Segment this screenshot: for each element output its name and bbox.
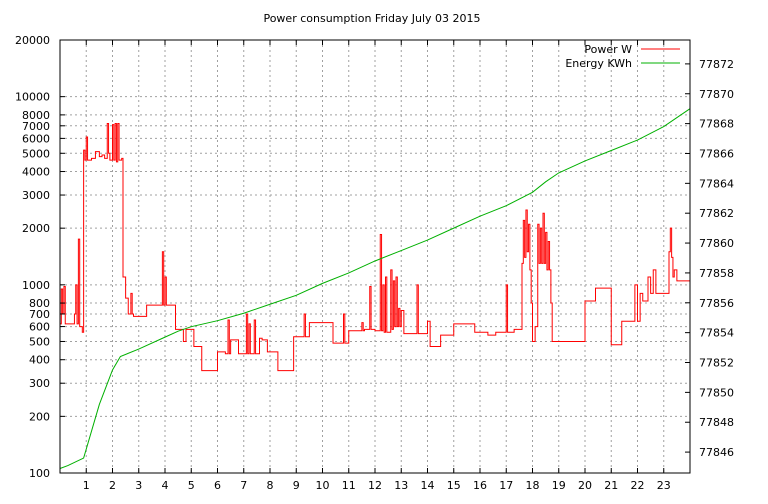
y-right-tick-label: 77860 <box>699 237 734 250</box>
x-tick-label: 13 <box>394 479 408 492</box>
x-tick-label: 17 <box>499 479 513 492</box>
y-left-tick-label: 3000 <box>22 189 50 202</box>
y-right-tick-label: 77862 <box>699 207 734 220</box>
x-tick-label: 7 <box>240 479 247 492</box>
x-tick-label: 16 <box>473 479 487 492</box>
y-left-tick-label: 300 <box>29 377 50 390</box>
x-tick-label: 18 <box>526 479 540 492</box>
x-tick-label: 19 <box>552 479 566 492</box>
legend-label-energy: Energy KWh <box>565 57 632 70</box>
y-right-tick-label: 77858 <box>699 267 734 280</box>
y-left-tick-label: 600 <box>29 321 50 334</box>
y-left-tick-label: 10000 <box>15 91 50 104</box>
y-right-tick-label: 77866 <box>699 147 734 160</box>
series-line-power-w <box>60 122 690 372</box>
y-left-tick-label: 7000 <box>22 120 50 133</box>
x-tick-label: 6 <box>214 479 221 492</box>
x-tick-label: 12 <box>368 479 382 492</box>
y-left-tick-label: 500 <box>29 335 50 348</box>
x-tick-label: 8 <box>267 479 274 492</box>
y-right-tick-label: 77852 <box>699 357 734 370</box>
y-left-tick-label: 700 <box>29 308 50 321</box>
x-tick-label: 3 <box>135 479 142 492</box>
series-lines <box>59 108 691 469</box>
axes: 1 2 3 4 5 6 7 8 9 10 11 12 13 14 15 16 17 18 19 20 21 22 23100… <box>15 34 734 492</box>
chart-title: Power consumption Friday July 03 2015 <box>263 12 480 25</box>
y-right-tick-label: 77846 <box>699 446 734 459</box>
x-tick-label: 2 <box>109 479 116 492</box>
x-tick-label: 22 <box>631 479 645 492</box>
y-right-tick-label: 77856 <box>699 297 734 310</box>
y-left-tick-label: 100 <box>29 467 50 480</box>
x-tick-label: 23 <box>657 479 671 492</box>
y-right-tick-label: 77864 <box>699 177 734 190</box>
x-tick-label: 10 <box>316 479 330 492</box>
x-tick-label: 11 <box>342 479 356 492</box>
y-left-tick-label: 8000 <box>22 109 50 122</box>
y-right-tick-label: 77854 <box>699 327 734 340</box>
y-right-tick-label: 77850 <box>699 386 734 399</box>
legend: Power W Energy KWh <box>565 43 680 70</box>
y-left-tick-label: 5000 <box>22 147 50 160</box>
y-left-tick-label: 200 <box>29 410 50 423</box>
y-left-tick-label: 2000 <box>22 222 50 235</box>
y-right-tick-label: 77872 <box>699 58 734 71</box>
x-tick-label: 21 <box>604 479 618 492</box>
y-right-tick-label: 77868 <box>699 118 734 131</box>
x-tick-label: 4 <box>162 479 169 492</box>
x-tick-label: 9 <box>293 479 300 492</box>
legend-label-power: Power W <box>584 43 632 56</box>
x-tick-label: 20 <box>578 479 592 492</box>
x-tick-label: 15 <box>447 479 461 492</box>
y-left-tick-label: 1000 <box>22 279 50 292</box>
x-tick-label: 5 <box>188 479 195 492</box>
y-right-tick-label: 77848 <box>699 416 734 429</box>
x-tick-label: 14 <box>421 479 435 492</box>
y-left-tick-label: 6000 <box>22 132 50 145</box>
x-tick-label: 1 <box>83 479 90 492</box>
y-left-tick-label: 400 <box>29 354 50 367</box>
y-left-tick-label: 20000 <box>15 34 50 47</box>
grid-lines <box>60 39 690 474</box>
series-line-energy-kwh <box>59 108 691 469</box>
y-left-tick-label: 4000 <box>22 166 50 179</box>
y-left-tick-label: 800 <box>29 297 50 310</box>
y-right-tick-label: 77870 <box>699 88 734 101</box>
